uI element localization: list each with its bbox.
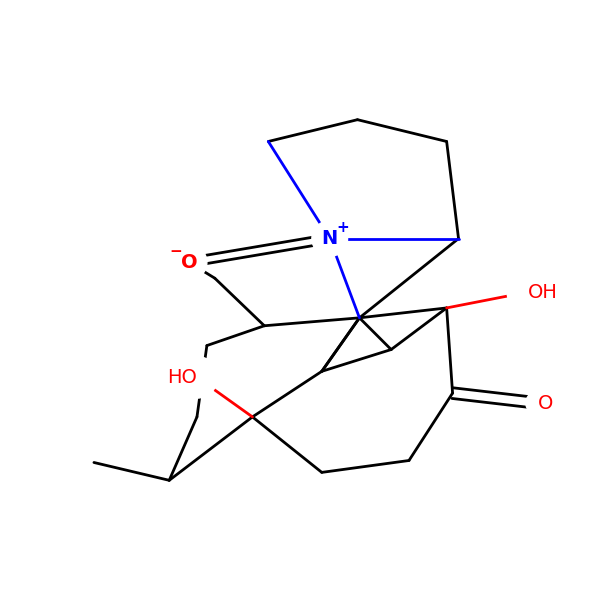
Text: −: − [170,244,182,259]
Circle shape [526,391,550,415]
Circle shape [312,221,347,256]
Circle shape [176,356,218,398]
Text: O: O [538,394,553,413]
Text: +: + [337,220,349,235]
Text: O: O [181,253,197,272]
Circle shape [507,271,548,313]
Text: OH: OH [528,283,558,302]
Text: HO: HO [167,368,197,387]
Text: N: N [322,229,338,248]
Circle shape [171,245,207,280]
